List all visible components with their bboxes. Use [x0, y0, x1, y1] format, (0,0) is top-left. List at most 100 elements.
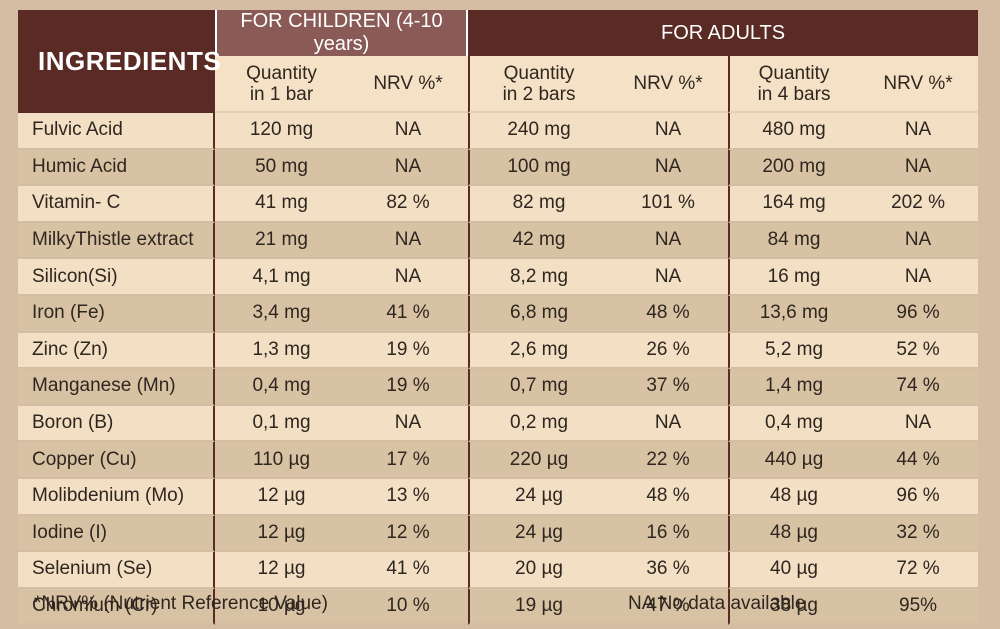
table-row: Boron (B) 0,1 mg NA 0,2 mg NA 0,4 mg NA	[18, 405, 979, 443]
nrv-children: 19 %	[348, 332, 469, 370]
nrv-adults-4: NA	[858, 113, 979, 150]
sub-header-line: in 2 bars	[502, 83, 576, 105]
nrv-adults-4: 96 %	[858, 478, 979, 516]
quantity-1-bar: 110 µg	[215, 442, 348, 479]
quantity-2-bars: 24 µg	[468, 515, 609, 553]
nutrition-table: INGREDIENTS FOR CHILDREN (4-10 years) FO…	[18, 10, 979, 626]
nrv-children: NA	[348, 149, 469, 187]
nrv-children: 17 %	[348, 442, 469, 479]
quantity-1-bar: 120 mg	[215, 113, 348, 150]
quantity-4-bars-header: Quantity in 4 bars	[728, 56, 859, 113]
nrv-adults-2: NA	[608, 405, 729, 443]
quantity-2-bars: 20 µg	[468, 552, 609, 589]
ingredient-name: Iodine (I)	[18, 515, 215, 553]
table-row: MilkyThistle extract 21 mg NA 42 mg NA 84 mg N…	[18, 222, 979, 260]
nrv-children: 82 %	[348, 186, 469, 223]
sub-header-line: Quantity	[758, 62, 830, 84]
nrv-children: 10 %	[348, 588, 469, 626]
quantity-2-bars: 240 mg	[468, 113, 609, 150]
sub-header-line: Quantity	[503, 62, 575, 84]
nrv-children: NA	[348, 113, 469, 150]
table-row: Humic Acid 50 mg NA 100 mg NA 200 mg NA	[18, 149, 979, 187]
nutrition-table-container: INGREDIENTS FOR CHILDREN (4-10 years) FO…	[18, 10, 979, 626]
sub-header-line: in 4 bars	[757, 83, 831, 105]
quantity-1-bar: 10 µg	[215, 588, 348, 626]
nrv-adults-2: 26 %	[608, 332, 729, 370]
table-row: Iron (Fe) 3,4 mg 41 % 6,8 mg 48 % 13,6 mg 96 %	[18, 295, 979, 333]
nrv-adults-4: 202 %	[858, 186, 979, 223]
quantity-1-bar: 21 mg	[215, 222, 348, 260]
quantity-4-bars: 38 µg	[728, 588, 859, 626]
quantity-2-bars-header: Quantity in 2 bars	[468, 56, 609, 113]
nrv-adults-4: NA	[858, 149, 979, 187]
children-group-header: FOR CHILDREN (4-10 years)	[215, 10, 469, 56]
ingredient-name: Chromium (Cr)	[18, 588, 215, 626]
nrv-adults-4: 32 %	[858, 515, 979, 553]
quantity-4-bars: 1,4 mg	[728, 369, 859, 406]
nrv-adults-2-header: NRV %*	[608, 56, 729, 113]
quantity-4-bars: 48 µg	[728, 515, 859, 553]
quantity-2-bars: 6,8 mg	[468, 295, 609, 333]
quantity-4-bars: 480 mg	[728, 113, 859, 150]
table-row: Vitamin- C 41 mg 82 % 82 mg 101 % 164 mg 202 %	[18, 186, 979, 223]
quantity-1-bar: 41 mg	[215, 186, 348, 223]
nrv-adults-4-header: NRV %*	[858, 56, 979, 113]
nrv-adults-2: 101 %	[608, 186, 729, 223]
table-row: Selenium (Se) 12 µg 41 % 20 µg 36 % 40 µg 72 %	[18, 552, 979, 589]
nrv-children: 13 %	[348, 478, 469, 516]
nrv-adults-2: NA	[608, 222, 729, 260]
nrv-adults-2: 22 %	[608, 442, 729, 479]
nrv-children: NA	[348, 405, 469, 443]
quantity-4-bars: 0,4 mg	[728, 405, 859, 443]
ingredient-name: Fulvic Acid	[18, 113, 215, 150]
quantity-1-bar-header: Quantity in 1 bar	[215, 56, 348, 113]
sub-header-line: NRV %*	[883, 73, 953, 94]
quantity-2-bars: 2,6 mg	[468, 332, 609, 370]
table-row: Iodine (I) 12 µg 12 % 24 µg 16 % 48 µg 32 %	[18, 515, 979, 553]
nrv-adults-2: NA	[608, 149, 729, 187]
sub-header-line: in 1 bar	[249, 83, 314, 105]
quantity-2-bars: 220 µg	[468, 442, 609, 479]
ingredient-name: Iron (Fe)	[18, 295, 215, 333]
sub-header-row: Quantity in 1 bar NRV %* Quantity in 2 bars N…	[18, 56, 979, 113]
nrv-children: 41 %	[348, 552, 469, 589]
ingredient-name: Vitamin- C	[18, 186, 215, 223]
ingredient-name: Copper (Cu)	[18, 442, 215, 479]
nrv-adults-2: 47 %	[608, 588, 729, 626]
quantity-2-bars: 82 mg	[468, 186, 609, 223]
nrv-adults-4: 95%	[858, 588, 979, 626]
quantity-2-bars: 42 mg	[468, 222, 609, 260]
nrv-children: 41 %	[348, 295, 469, 333]
ingredient-name: Manganese (Mn)	[18, 369, 215, 406]
nrv-children-header: NRV %*	[348, 56, 469, 113]
quantity-1-bar: 12 µg	[215, 552, 348, 589]
ingredient-name: Humic Acid	[18, 149, 215, 187]
table-row: Chromium (Cr) 10 µg 10 % 19 µg 47 % 38 µg 95%	[18, 588, 979, 626]
ingredient-name: Molibdenium (Mo)	[18, 478, 215, 516]
ingredient-name: Silicon(Si)	[18, 259, 215, 296]
quantity-1-bar: 50 mg	[215, 149, 348, 187]
nrv-footnote: *NRV% (Nutrient Reference Value)	[34, 593, 328, 614]
sub-header-line: Quantity	[246, 62, 317, 84]
nrv-adults-4: 96 %	[858, 295, 979, 333]
quantity-4-bars: 200 mg	[728, 149, 859, 187]
sub-header-line: NRV %*	[633, 73, 703, 94]
table-row: Molibdenium (Mo) 12 µg 13 % 24 µg 48 % 48 µg 9…	[18, 478, 979, 516]
quantity-4-bars: 16 mg	[728, 259, 859, 296]
quantity-2-bars: 0,7 mg	[468, 369, 609, 406]
nrv-adults-2: 48 %	[608, 478, 729, 516]
sub-header-line: NRV %*	[373, 73, 443, 94]
nrv-adults-4: 52 %	[858, 332, 979, 370]
quantity-4-bars: 5,2 mg	[728, 332, 859, 370]
quantity-2-bars: 100 mg	[468, 149, 609, 187]
table-row: Silicon(Si) 4,1 mg NA 8,2 mg NA 16 mg NA	[18, 259, 979, 296]
nrv-adults-2: 37 %	[608, 369, 729, 406]
quantity-2-bars: 19 µg	[468, 588, 609, 626]
ingredient-name: Zinc (Zn)	[18, 332, 215, 370]
quantity-4-bars: 164 mg	[728, 186, 859, 223]
ingredient-name: MilkyThistle extract	[18, 222, 215, 260]
quantity-4-bars: 440 µg	[728, 442, 859, 479]
nrv-adults-2: 36 %	[608, 552, 729, 589]
quantity-4-bars: 13,6 mg	[728, 295, 859, 333]
nrv-adults-2: 48 %	[608, 295, 729, 333]
